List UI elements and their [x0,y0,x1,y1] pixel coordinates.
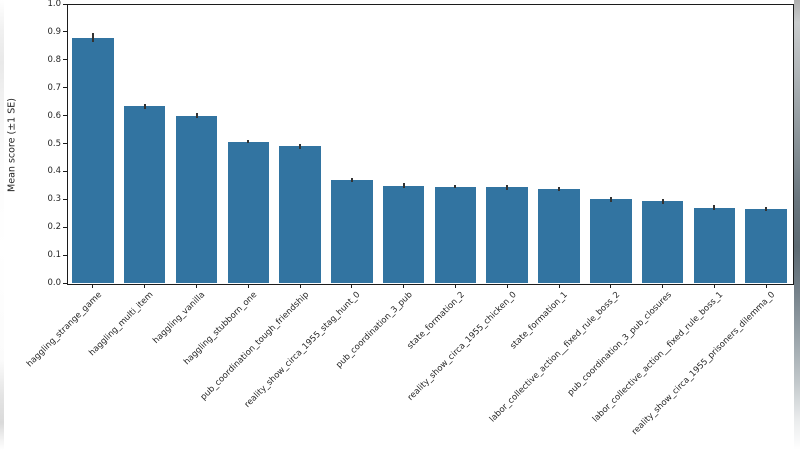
left-edge-strip [0,0,4,450]
error-bar [713,205,716,211]
bar [434,186,477,283]
y-tick-mark [63,170,67,172]
x-tick-mark [299,284,301,288]
x-tick-mark [247,284,249,288]
error-bar [454,184,457,189]
x-tick-mark [506,284,508,288]
x-tick-mark [92,284,94,288]
y-tick-label: 0.1 [47,250,61,261]
x-tick-mark [403,284,405,288]
y-tick-mark [63,115,67,117]
x-tick-label: state_formation_1 [508,290,571,352]
bar [538,188,580,283]
x-tick-mark [454,284,456,288]
error-bar [247,139,250,144]
error-bar [91,33,94,42]
y-tick-label: 0.2 [47,222,61,233]
y-tick-mark [63,3,67,5]
y-tick-mark [63,59,67,61]
bar [123,106,166,283]
error-bar [350,177,353,182]
x-tick-label: haggling_strange_game [24,290,104,370]
x-tick-mark [144,284,146,288]
y-tick-mark [63,254,67,256]
x-tick-mark [610,284,612,288]
bar [72,37,114,283]
y-tick-label: 0.3 [47,194,61,205]
y-tick-mark [63,282,67,284]
error-bar [609,197,612,202]
error-bar [765,207,768,211]
error-bar [195,113,198,119]
x-tick-mark [765,284,767,288]
bar [331,179,373,283]
y-tick-label: 0.9 [47,26,61,37]
bar [590,199,632,283]
y-tick-mark [63,198,67,200]
bar [641,201,684,283]
error-bar [143,103,146,109]
y-tick-label: 1.0 [47,0,61,9]
y-tick-label: 0.7 [47,82,61,93]
bar [382,185,425,283]
bar [175,115,218,283]
page-edge-shadow-icon [794,0,800,450]
y-axis-title: Mean score (±1 SE) [6,98,18,192]
x-tick-mark [196,284,197,288]
bar [745,209,787,283]
x-tick-label: state_formation_2 [405,290,467,352]
x-tick-mark [713,284,715,288]
y-tick-mark [63,226,67,228]
y-tick-mark [63,143,67,144]
x-tick-label: reality_show_circa_1955_stag_hunt_0 [243,290,363,410]
y-tick-mark [63,87,67,89]
error-bar [402,183,405,188]
x-tick-label: pub_coordination_tough_friendship [198,290,312,403]
y-tick-label: 0.0 [47,278,61,288]
y-tick-label: 0.4 [47,166,61,177]
x-tick-label: pub_coordination_3_pub_closures [565,290,674,399]
x-tick-mark [351,284,353,288]
y-tick-label: 0.6 [47,110,61,121]
x-tick-label: reality_show_circa_1955_chicken_0 [405,290,519,403]
y-tick-label: 0.5 [47,138,61,149]
y-tick-label: 0.8 [47,54,61,65]
y-tick-mark [63,31,67,33]
bar [227,141,269,283]
error-bar [661,198,664,204]
x-tick-label: haggling_vanilla [151,290,208,346]
x-tick-mark [662,284,663,288]
bar [693,207,736,283]
bar [486,187,528,283]
error-bar [299,143,301,149]
error-bar [506,185,509,190]
bar [279,146,321,283]
error-bar [558,186,560,191]
x-tick-mark [558,284,560,288]
